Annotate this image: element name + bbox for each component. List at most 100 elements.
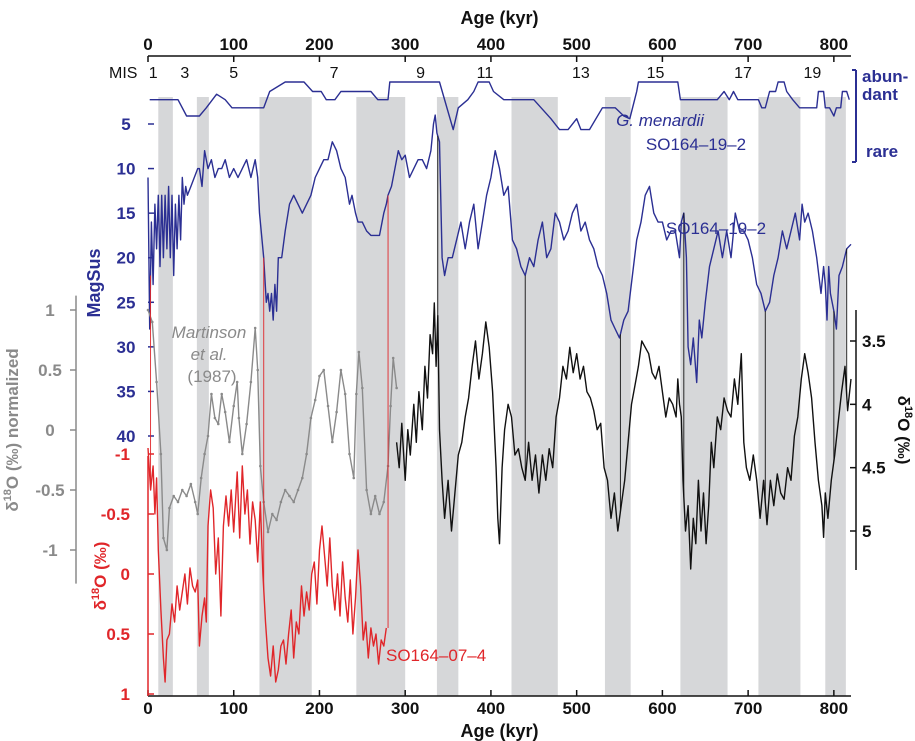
so164-07-4-tick-label: -0.5 (101, 505, 130, 524)
martinson-point (318, 374, 321, 378)
martinson-point (283, 488, 287, 492)
martinson-point (150, 320, 154, 324)
magsus-tick-label: 25 (117, 293, 136, 312)
mis-stage-label: 15 (647, 65, 665, 82)
martinson-point (275, 518, 278, 522)
martinson-point (343, 392, 347, 396)
magsus-tick-label: 10 (117, 160, 136, 179)
martinson-point (326, 404, 330, 408)
martinson-point (389, 404, 392, 408)
martinson-point (355, 392, 358, 396)
annotation-label: SO164–19–2 (646, 135, 746, 154)
x-axis-title-bottom: Age (kyr) (460, 721, 538, 741)
martinson-point (357, 350, 361, 354)
top-tick-label: 300 (391, 35, 419, 54)
martinson-point (395, 386, 398, 390)
series-martinson (147, 309, 398, 551)
martinson-point (373, 494, 377, 498)
mis-band (758, 97, 801, 696)
bottom-tick-label: 600 (648, 699, 676, 718)
martinson-tick-label: -0.5 (35, 481, 64, 500)
bottom-tick-label: 200 (305, 699, 333, 718)
martinson-tick-label: 0.5 (38, 361, 62, 380)
series-lines (146, 81, 852, 683)
martinson-point (292, 500, 296, 504)
martinson-point (159, 452, 163, 456)
so164-07-4-tick-label: -1 (115, 445, 130, 464)
menardii-label-abundant: abun- (862, 67, 908, 86)
martinson-point (369, 512, 373, 516)
martinson-point (352, 476, 356, 480)
martinson-point (365, 488, 368, 492)
top-tick-label: 100 (220, 35, 248, 54)
mis-stage-label: 7 (330, 65, 339, 82)
mis-band (825, 97, 846, 696)
top-tick-label: 600 (648, 35, 676, 54)
so164-19-2-tick-label: 3.5 (862, 332, 886, 351)
martinson-point (189, 482, 193, 486)
so164-07-4-tick-label: 0 (121, 565, 130, 584)
martinson-axis-title-text: δ18O (‰) normalized (2, 348, 22, 511)
mis-band (604, 97, 631, 696)
so164-07-4-axis-title-text: δ18O (‰) (90, 542, 110, 611)
bottom-tick-label: 300 (391, 699, 419, 718)
martinson-tick-label: -1 (42, 541, 57, 560)
bottom-tick-label: 100 (220, 699, 248, 718)
series-magsus (147, 114, 852, 384)
so164-19-2-tick-label: 4 (862, 395, 872, 414)
top-tick-label: 500 (562, 35, 590, 54)
magsus-axis-title: MagSus (84, 248, 104, 317)
martinson-point (305, 452, 308, 456)
martinson-point (301, 476, 304, 480)
so164-07-4-tick-label: 0.5 (106, 625, 130, 644)
mis-band (356, 97, 406, 696)
martinson-point (271, 512, 274, 516)
series-so164_19_2_d18o (395, 302, 852, 570)
martinson-point (162, 536, 165, 540)
top-tick-label: 400 (477, 35, 505, 54)
martinson-point (223, 410, 227, 414)
magsus-tick-label: 20 (117, 249, 136, 268)
martinson-point (235, 380, 239, 384)
so164-07-4-axis-title: δ18O (‰) (90, 542, 110, 611)
mis-band (158, 97, 173, 696)
martinson-point (203, 452, 206, 456)
martinson-point (193, 500, 197, 504)
martinson-point (331, 440, 334, 444)
martinson-point (199, 476, 203, 480)
menardii-label-abundant: dant (862, 85, 898, 104)
top-tick-label: 200 (305, 35, 333, 54)
annotation-label: SO164–19–2 (666, 219, 766, 238)
so164-19-2-tick-label: 5 (862, 522, 871, 541)
bottom-tick-label: 400 (477, 699, 505, 718)
mis-stage-label: 3 (180, 65, 189, 82)
magsus-tick-label: 5 (121, 115, 130, 134)
magsus-tick-label: 15 (117, 204, 136, 223)
martinson-point (172, 494, 176, 498)
martinson-point (288, 494, 291, 498)
magsus-tick-label: 35 (117, 382, 136, 401)
mis-stage-label: 9 (416, 65, 425, 82)
martinson-point (176, 500, 180, 504)
mis-band (511, 97, 558, 696)
mis-bands (158, 97, 846, 696)
martinson-point (339, 368, 343, 372)
martinson-point (296, 488, 300, 492)
martinson-point (259, 464, 262, 468)
martinson-point (348, 452, 351, 456)
mis-stage-label: 1 (149, 65, 158, 82)
martinson-point (256, 368, 260, 372)
martinson-point (232, 404, 236, 408)
martinson-point (266, 530, 270, 534)
martinson-point (237, 416, 241, 420)
martinson-point (279, 500, 283, 504)
martinson-point (206, 434, 210, 438)
martinson-point (210, 392, 213, 396)
martinson-point (168, 506, 171, 510)
mis-band (680, 97, 728, 696)
so164-19-2-axis-title-text: δ18O (‰) (894, 396, 914, 465)
so164-07-4-tick-label: 1 (121, 685, 130, 704)
bottom-tick-label: 500 (562, 699, 590, 718)
so164-19-2-axis-title: δ18O (‰) (894, 396, 914, 465)
